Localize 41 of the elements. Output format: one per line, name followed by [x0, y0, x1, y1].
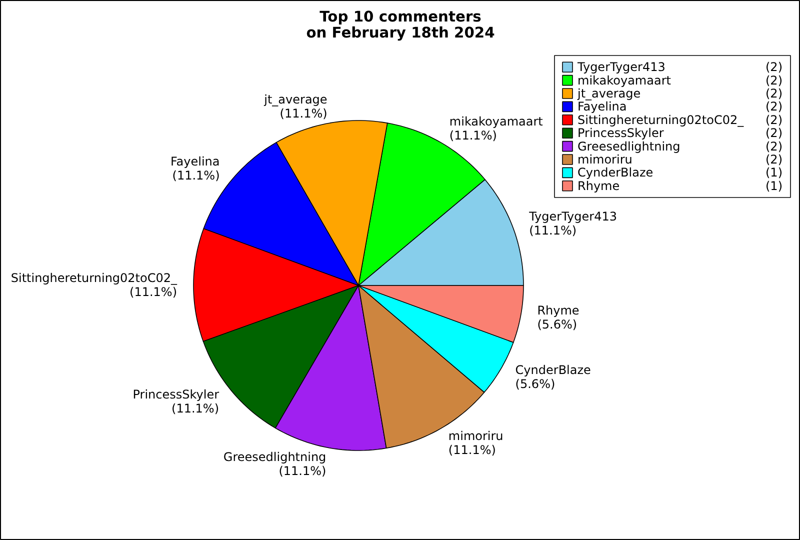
- data-label: (5.6%): [515, 376, 556, 391]
- legend-label: jt_average: [576, 86, 641, 100]
- legend-label: Sittinghereturning02toC02_: [578, 112, 745, 127]
- legend-label: mikakoyamaart: [578, 73, 672, 88]
- slice-label: Greesedlightning: [223, 450, 326, 464]
- slice-label: mimoriru: [448, 429, 504, 444]
- legend-label: Greesedlightning: [578, 139, 680, 154]
- legend-label: CynderBlaze: [578, 166, 654, 180]
- text: (2): [766, 86, 782, 100]
- chart-title: Top 10 commenters on February 18th 2024: [306, 8, 495, 42]
- data-label: (11.1%): [529, 223, 577, 238]
- data-label: (5.6%): [537, 317, 578, 332]
- text: (2): [766, 126, 782, 140]
- slice-label: jt_average: [263, 92, 328, 107]
- slice-label: TygerTyger413: [528, 209, 617, 224]
- slice-label: Fayelina: [170, 154, 220, 168]
- data-label: (11.1%): [280, 106, 328, 121]
- legend-label: Rhyme: [578, 178, 620, 193]
- text: (2): [766, 100, 782, 114]
- slice-label: PrincessSkyler: [132, 388, 220, 402]
- text: (2): [766, 60, 782, 74]
- text: (2): [766, 73, 782, 88]
- text: (2): [766, 112, 782, 127]
- legend-label: mimoriru: [578, 152, 632, 166]
- data-label: (11.1%): [449, 128, 497, 142]
- text: (1): [766, 166, 782, 180]
- text: (2): [766, 139, 782, 154]
- slice-label: CynderBlaze: [515, 362, 591, 377]
- slice-label: Sittinghereturning02toC02_: [10, 270, 178, 285]
- data-label: (11.1%): [172, 168, 220, 182]
- legend-label: TygerTyger413: [576, 60, 666, 74]
- data-label: (11.1%): [172, 402, 220, 416]
- text: (2): [766, 152, 782, 166]
- data-label: (11.1%): [130, 284, 177, 299]
- legend-label: PrincessSkyler: [578, 126, 664, 140]
- slice-label: Rhyme: [537, 303, 580, 318]
- data-label: (11.1%): [278, 464, 326, 478]
- legend-label: Fayelina: [578, 100, 627, 114]
- slice-label: mikakoyamaart: [449, 114, 544, 128]
- data-label: (11.1%): [448, 443, 496, 458]
- text: (1): [766, 178, 782, 193]
